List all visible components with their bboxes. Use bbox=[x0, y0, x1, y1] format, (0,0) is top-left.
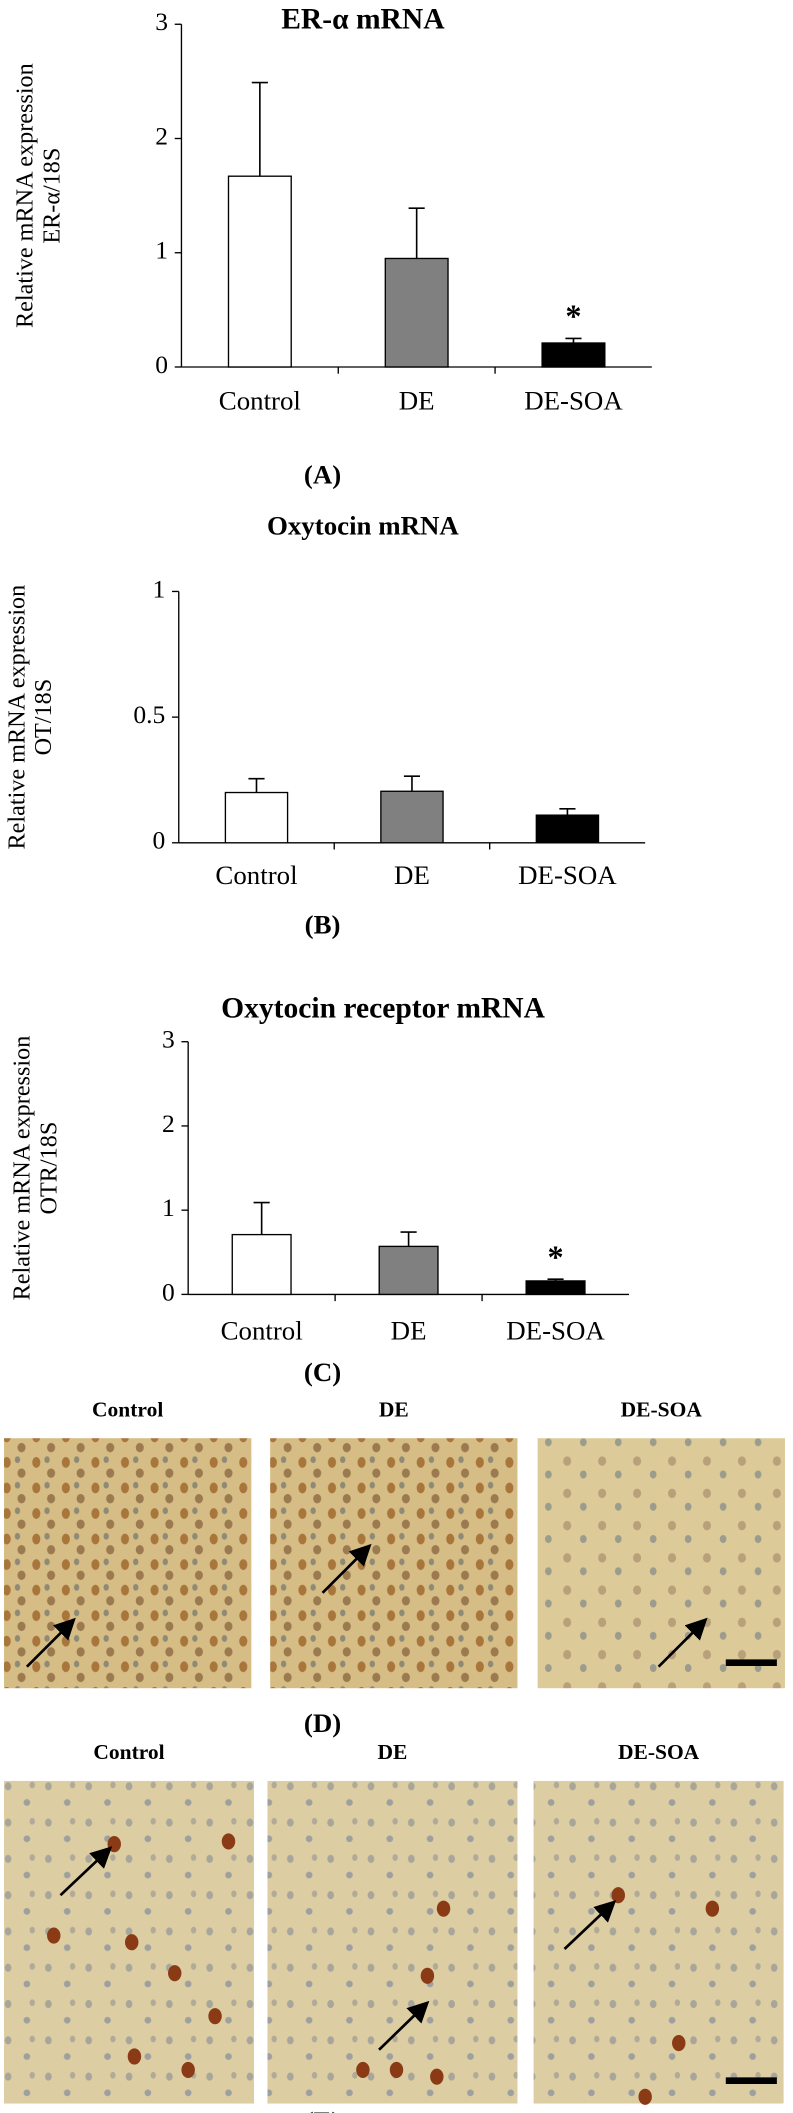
bar bbox=[525, 1280, 586, 1296]
micrograph-label: Control bbox=[93, 1740, 164, 1764]
micrograph bbox=[537, 1438, 785, 1689]
stained-cell bbox=[436, 1900, 451, 1917]
x-tick-label: Control bbox=[219, 385, 301, 415]
arrow bbox=[378, 2000, 430, 2051]
y-axis-label: Relative mRNA expression bbox=[11, 63, 38, 328]
stained-cell bbox=[168, 1965, 182, 1982]
error-bar bbox=[408, 207, 425, 259]
error-bar bbox=[400, 1231, 417, 1247]
x-tick-label: DE-SOA bbox=[518, 860, 617, 890]
micrograph bbox=[267, 1780, 518, 2104]
bar bbox=[224, 791, 289, 844]
bar bbox=[378, 1245, 439, 1296]
micrograph bbox=[533, 1780, 784, 2104]
y-tick-label: 3 bbox=[162, 1025, 175, 1054]
bar bbox=[227, 175, 292, 368]
error-bar bbox=[251, 81, 268, 177]
y-tick-label: 2 bbox=[162, 1109, 175, 1138]
y-tick-label: 3 bbox=[155, 7, 168, 36]
panel-label: (C) bbox=[304, 1357, 341, 1387]
x-tick-label: Control bbox=[221, 1316, 303, 1346]
bar bbox=[380, 790, 444, 844]
arrow bbox=[59, 1846, 113, 1897]
x-tick-label: Control bbox=[215, 860, 297, 890]
y-tick-label: 2 bbox=[155, 121, 168, 150]
panel-label: (E) bbox=[305, 2106, 341, 2113]
micrograph-label: DE-SOA bbox=[621, 1397, 703, 1421]
error-bar bbox=[565, 337, 582, 344]
stained-cell bbox=[430, 2068, 444, 2085]
stained-cell bbox=[420, 1967, 435, 1984]
stained-cell bbox=[124, 1934, 139, 1951]
chart-title: Oxytocin mRNA bbox=[267, 510, 459, 540]
panel-label: (D) bbox=[304, 1708, 341, 1738]
micrograph-label: DE-SOA bbox=[618, 1740, 700, 1764]
micrograph-label: DE bbox=[378, 1740, 408, 1764]
x-tick-label: DE bbox=[391, 1316, 427, 1346]
micrograph bbox=[270, 1438, 518, 1689]
arrow bbox=[321, 1543, 372, 1594]
stained-cell bbox=[221, 1833, 236, 1850]
error-bar bbox=[547, 1278, 564, 1281]
micrograph-label: Control bbox=[92, 1397, 163, 1421]
stained-cell bbox=[638, 2088, 652, 2105]
chart-title: Oxytocin receptor mRNA bbox=[221, 993, 546, 1025]
arrow bbox=[563, 1900, 617, 1950]
stained-cell bbox=[356, 2061, 370, 2078]
y-tick-label: 0.5 bbox=[133, 700, 165, 729]
significance-mark: * bbox=[565, 298, 581, 334]
y-tick-label: 0 bbox=[153, 826, 166, 855]
y-tick-label: 0 bbox=[162, 1277, 175, 1306]
stained-cell bbox=[611, 1887, 625, 1904]
error-bar bbox=[248, 777, 265, 793]
x-tick-label: DE bbox=[394, 860, 430, 890]
panel-label: (B) bbox=[305, 910, 341, 940]
x-tick-label: DE-SOA bbox=[506, 1316, 605, 1346]
error-bar bbox=[559, 808, 576, 816]
bar bbox=[231, 1233, 292, 1296]
y-axis-label: Relative mRNA expression bbox=[9, 1036, 36, 1301]
stained-cell bbox=[127, 2048, 142, 2065]
bar bbox=[384, 257, 449, 368]
y-tick-label: 0 bbox=[155, 350, 168, 379]
chart-title: ER-α mRNA bbox=[281, 3, 445, 35]
significance-mark: * bbox=[547, 1239, 563, 1275]
panel-label: (A) bbox=[304, 459, 341, 489]
y-axis-label: Relative mRNA expression bbox=[3, 585, 30, 850]
error-bar bbox=[403, 775, 421, 792]
y-tick-label: 1 bbox=[155, 236, 168, 265]
x-tick-label: DE bbox=[399, 385, 435, 415]
stained-cell bbox=[705, 1900, 720, 1917]
y-tick-label: 1 bbox=[162, 1193, 175, 1222]
y-tick-label: 1 bbox=[153, 574, 166, 603]
bar bbox=[541, 342, 606, 368]
micrograph-label: DE bbox=[379, 1397, 409, 1421]
stained-cell bbox=[672, 2034, 686, 2052]
stained-cell bbox=[208, 2008, 222, 2025]
x-tick-label: DE-SOA bbox=[524, 385, 623, 415]
stained-cell bbox=[47, 1927, 61, 1944]
y-axis-label: ER-α/18S bbox=[38, 148, 65, 244]
y-axis-label: OTR/18S bbox=[36, 1122, 63, 1215]
arrow bbox=[25, 1617, 76, 1668]
arrow bbox=[657, 1617, 708, 1668]
bar bbox=[535, 814, 600, 844]
stained-cell bbox=[389, 2061, 404, 2078]
error-bar bbox=[253, 1201, 270, 1235]
stained-cell bbox=[181, 2061, 195, 2078]
y-axis-label: OT/18S bbox=[30, 679, 57, 756]
